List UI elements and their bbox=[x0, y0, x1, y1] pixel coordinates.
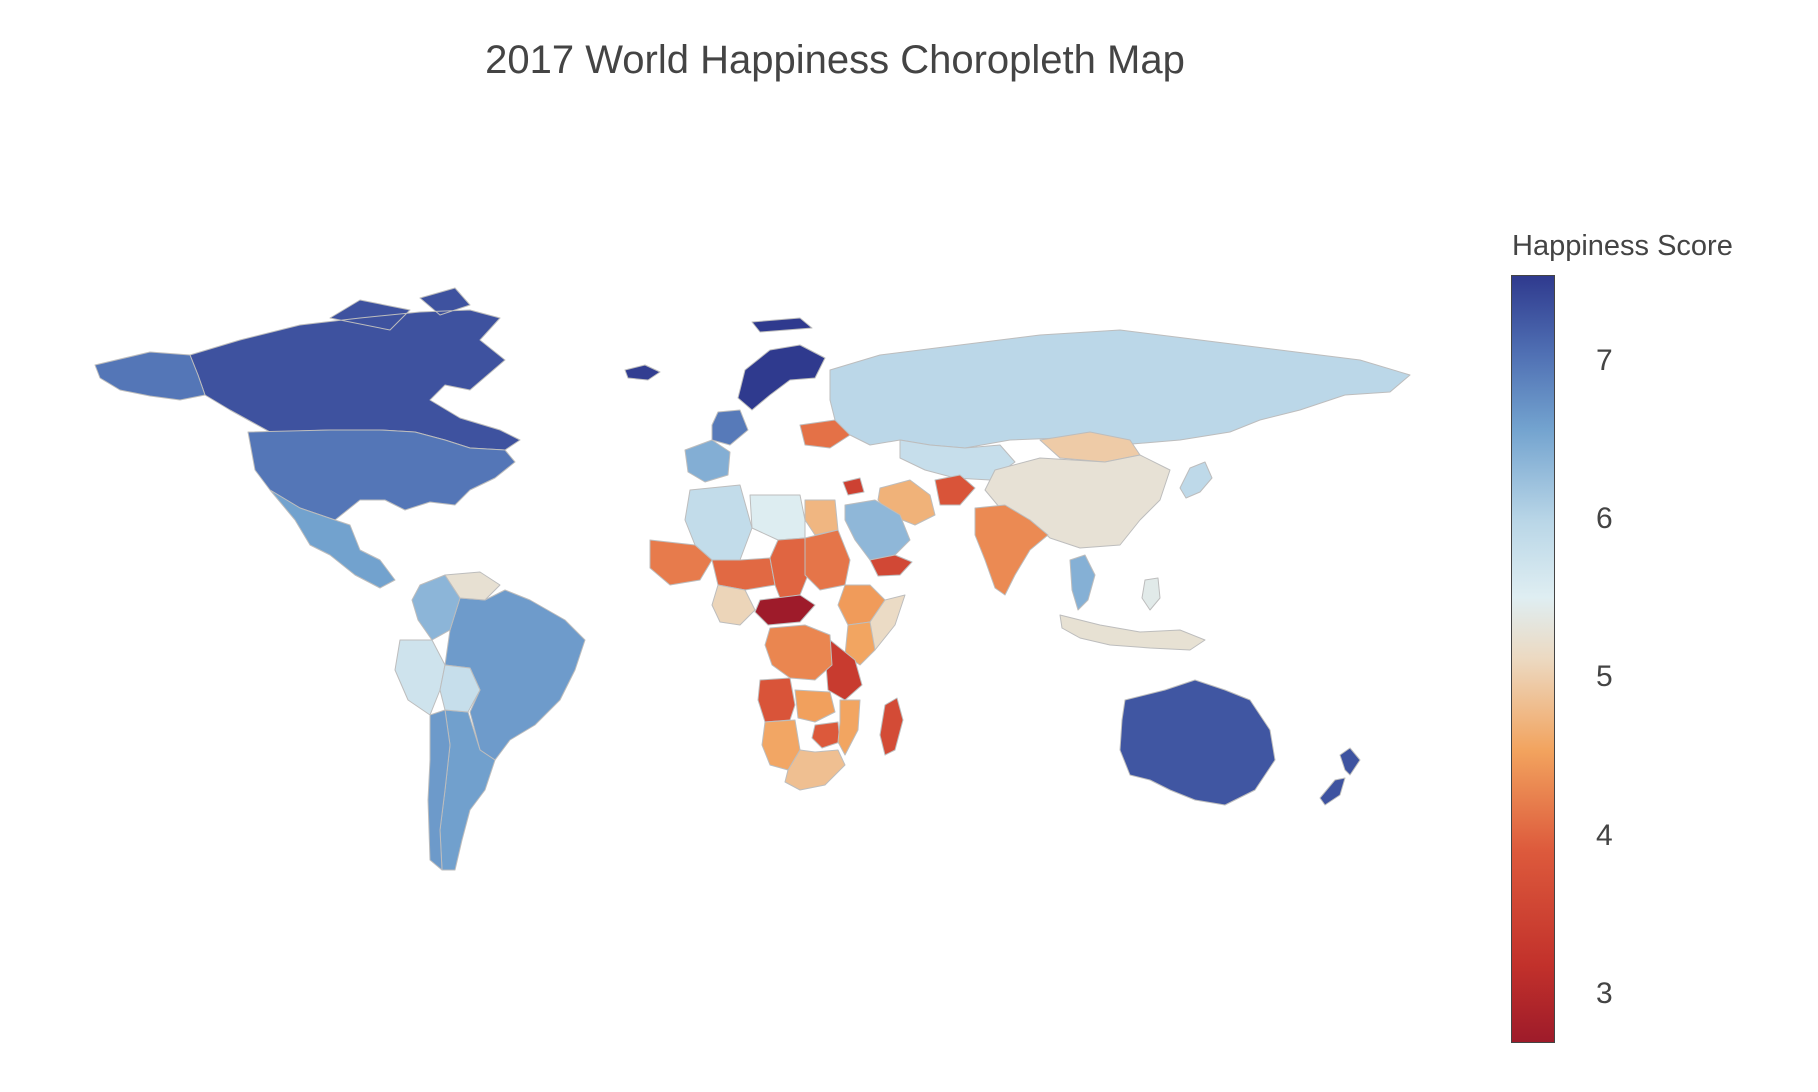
country-mali[interactable]: Mali bbox=[649, 539, 713, 586]
country-egypt[interactable]: Egypt bbox=[804, 499, 839, 536]
chart-title: 2017 World Happiness Choropleth Map bbox=[485, 38, 1185, 82]
country-sudan[interactable]: Sudan bbox=[804, 529, 851, 591]
country-new-zealand[interactable]: New Zealand bbox=[1319, 747, 1361, 806]
country-iceland[interactable]: Iceland bbox=[624, 364, 661, 381]
colorbar-tick-6: 6 bbox=[1596, 501, 1613, 535]
country-syria[interactable]: Syria bbox=[842, 477, 865, 496]
colorbar bbox=[1511, 275, 1555, 1043]
country-yemen[interactable]: Yemen bbox=[869, 554, 913, 577]
colorbar-tick-3: 3 bbox=[1596, 976, 1613, 1010]
colorbar-title: Happiness Score bbox=[1512, 230, 1733, 262]
country-norway[interactable]: Norway bbox=[737, 317, 826, 411]
country-indonesia[interactable]: Indonesia bbox=[1059, 614, 1206, 651]
country-madagascar[interactable]: Madagascar bbox=[879, 697, 904, 756]
country-zimbabwe[interactable]: Zimbabwe bbox=[811, 721, 841, 749]
country-philippines[interactable]: Philippines bbox=[1141, 577, 1161, 611]
colorbar-tick-7: 7 bbox=[1596, 343, 1613, 377]
country-nigeria[interactable]: Nigeria bbox=[711, 584, 756, 626]
colorbar-tick-4: 4 bbox=[1596, 818, 1613, 852]
country-japan[interactable]: Japan bbox=[1179, 461, 1213, 499]
country-germany[interactable]: Germany bbox=[711, 409, 749, 446]
country-india[interactable]: India bbox=[974, 504, 1049, 596]
country-peru[interactable]: Peru bbox=[394, 639, 446, 716]
country-bolivia[interactable]: Bolivia bbox=[439, 664, 481, 713]
country-libya[interactable]: Libya bbox=[749, 494, 806, 541]
country-russia[interactable]: Russia bbox=[829, 329, 1411, 449]
country-thailand[interactable]: Thailand bbox=[1069, 554, 1096, 611]
country-zambia[interactable]: Zambia bbox=[794, 689, 836, 723]
country-south-africa[interactable]: South Africa bbox=[784, 749, 846, 791]
country-afghanistan[interactable]: Afghanistan bbox=[934, 474, 976, 506]
country-dem-rep-congo[interactable]: Dem. Rep. Congo bbox=[764, 624, 833, 681]
country-canada[interactable]: Canada bbox=[189, 287, 521, 451]
country-kenya[interactable]: Kenya bbox=[844, 621, 876, 666]
country-chile[interactable]: Chile bbox=[427, 709, 451, 871]
country-mozambique[interactable]: Mozambique bbox=[837, 699, 861, 756]
country-venezuela[interactable]: Venezuela bbox=[444, 571, 501, 601]
country-central-african-republic[interactable]: Central African Republic bbox=[754, 594, 816, 626]
country-chad[interactable]: Chad bbox=[769, 537, 811, 599]
colorbar-tick-5: 5 bbox=[1596, 660, 1613, 694]
country-australia[interactable]: Australia bbox=[1119, 679, 1276, 806]
country-ukraine[interactable]: Ukraine bbox=[799, 419, 851, 449]
country-angola[interactable]: Angola bbox=[757, 677, 796, 723]
country-france[interactable]: France bbox=[684, 439, 731, 483]
country-mexico[interactable]: Mexico bbox=[269, 489, 396, 589]
